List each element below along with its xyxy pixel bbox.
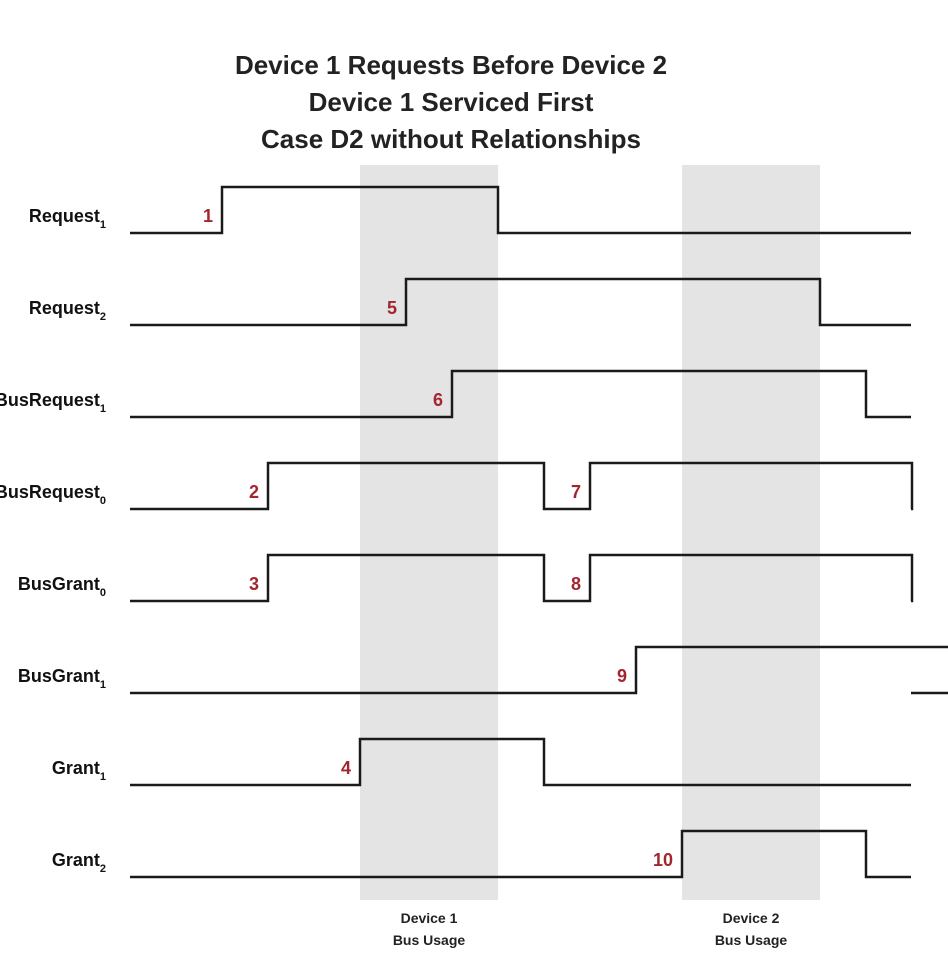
diagram-title: Device 1 Requests Before Device 2 Device … [235,50,667,154]
signal-name: BusGrant [18,574,100,594]
band-label-line2: Bus Usage [393,932,466,948]
signal-row-busrequest-0: BusRequest0 2 7 [0,461,914,511]
title-line-2: Device 1 Serviced First [309,87,594,117]
signal-subscript: 1 [100,771,106,783]
waveform [130,185,911,235]
signal-row-grant-2: Grant2 10 [52,829,911,879]
signal-subscript: 1 [100,219,106,231]
signal-row-busgrant-0: BusGrant0 3 8 [18,553,914,603]
waveform [130,369,911,419]
signal-subscript: 2 [100,311,106,323]
waveform [130,277,911,327]
signal-row-busrequest-1: BusRequest1 6 [0,369,911,419]
bus-usage-bands [360,165,820,900]
signal-label: BusGrant0 [18,574,106,599]
event-marker-8: 8 [571,574,581,594]
signal-name: BusRequest [0,390,100,410]
signal-label: Request2 [29,298,106,323]
signal-row-busgrant-1: BusGrant1 9 [18,645,948,695]
signal-name: BusGrant [18,666,100,686]
event-marker-9: 9 [617,666,627,686]
waveform [130,553,914,603]
signal-label: BusGrant1 [18,666,106,691]
band-label-line1: Device 2 [723,910,780,926]
event-marker-7: 7 [571,482,581,502]
signal-row-grant-1: Grant1 4 [52,737,911,787]
event-marker-3: 3 [249,574,259,594]
waveform [130,461,914,511]
signal-subscript: 1 [100,679,106,691]
title-line-3: Case D2 without Relationships [261,124,641,154]
signal-name: Request [29,206,100,226]
signal-name: Request [29,298,100,318]
bus-usage-band-device-1 [360,165,498,900]
band-label-line1: Device 1 [401,910,458,926]
signal-name: Grant [52,758,100,778]
waveform [130,737,911,787]
bus-usage-labels: Device 1 Bus Usage Device 2 Bus Usage [393,910,788,948]
event-marker-10: 10 [653,850,673,870]
event-marker-1: 1 [203,206,213,226]
signal-row-request-1: Request1 1 [29,185,911,235]
title-line-1: Device 1 Requests Before Device 2 [235,50,667,80]
waveform [130,829,911,879]
event-marker-6: 6 [433,390,443,410]
signal-name: BusRequest [0,482,100,502]
signal-label: BusRequest1 [0,390,106,415]
event-marker-2: 2 [249,482,259,502]
bus-usage-band-device-2 [682,165,820,900]
signal-label: BusRequest0 [0,482,106,507]
signal-subscript: 0 [100,587,106,599]
signal-name: Grant [52,850,100,870]
signal-row-request-2: Request2 5 [29,277,911,327]
signal-subscript: 0 [100,495,106,507]
waveform [130,645,948,695]
band-label-line2: Bus Usage [715,932,788,948]
signal-subscript: 2 [100,863,106,875]
signal-label: Request1 [29,206,106,231]
event-marker-4: 4 [341,758,351,778]
signal-label: Grant1 [52,758,106,783]
signal-subscript: 1 [100,403,106,415]
signal-label: Grant2 [52,850,106,875]
event-marker-5: 5 [387,298,397,318]
